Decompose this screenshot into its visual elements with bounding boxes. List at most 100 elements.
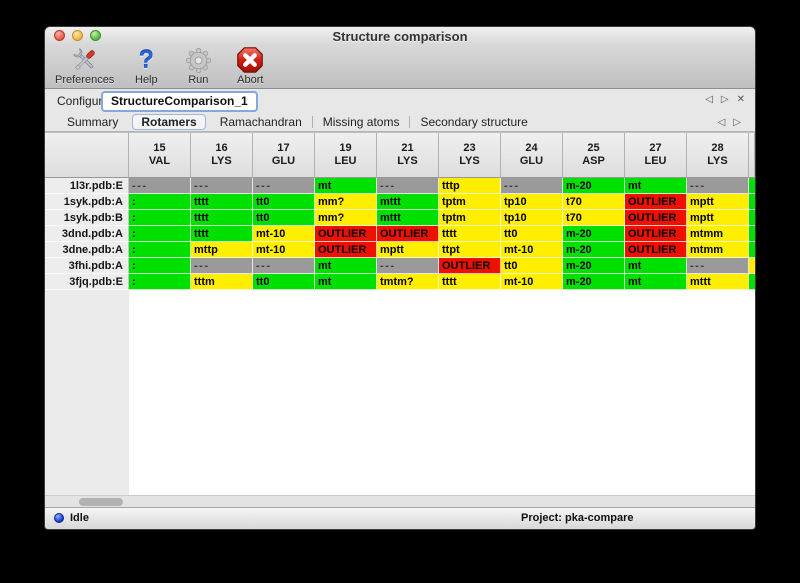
- scrollbar-thumb[interactable]: [79, 498, 123, 506]
- prev-instance-icon[interactable]: ◁: [705, 94, 713, 105]
- rotamer-cell[interactable]: mtmm: [687, 226, 749, 242]
- rotamer-cell[interactable]: tttt: [439, 274, 501, 290]
- rotamer-cell[interactable]: :: [129, 274, 191, 290]
- tab-ramachandran[interactable]: Ramachandran: [219, 115, 302, 129]
- rotamer-cell[interactable]: mptt: [377, 242, 439, 258]
- rotamer-cell[interactable]: tt0: [501, 226, 563, 242]
- rotamer-cell[interactable]: tp10: [501, 194, 563, 210]
- rotamer-cell[interactable]: mttt: [377, 194, 439, 210]
- rotamer-cell[interactable]: :: [129, 242, 191, 258]
- next-instance-icon[interactable]: ▷: [720, 94, 729, 105]
- rotamer-cell[interactable]: m-20: [563, 178, 625, 194]
- zoom-window-button[interactable]: [90, 30, 101, 41]
- tab-missing-atoms[interactable]: Missing atoms: [322, 115, 400, 129]
- rotamer-cell[interactable]: mm?: [315, 194, 377, 210]
- column-header[interactable]: 24 GLU: [501, 133, 563, 178]
- rotamer-cell[interactable]: mt-10: [501, 274, 563, 290]
- rotamer-cell[interactable]: mt: [625, 258, 687, 274]
- rotamer-cell[interactable]: ---: [687, 178, 749, 194]
- close-window-button[interactable]: [54, 30, 65, 41]
- rotamer-cell[interactable]: mt: [315, 274, 377, 290]
- rotamer-cell[interactable]: m-20: [563, 242, 625, 258]
- rotamer-cell[interactable]: tt0: [501, 258, 563, 274]
- rotamer-cell[interactable]: mttt: [687, 274, 749, 290]
- rotamer-cell[interactable]: mt-10: [253, 242, 315, 258]
- rotamer-cell[interactable]: mt: [625, 178, 687, 194]
- rotamer-cell[interactable]: tt0: [253, 194, 315, 210]
- row-label[interactable]: 3dnd.pdb:A: [45, 226, 129, 242]
- rotamer-cell[interactable]: t70: [563, 194, 625, 210]
- rotamer-cell[interactable]: :: [129, 258, 191, 274]
- horizontal-scrollbar[interactable]: [45, 495, 755, 508]
- tab-rotamers[interactable]: Rotamers: [132, 114, 206, 130]
- tab-secondary-structure[interactable]: Secondary structure: [420, 115, 528, 129]
- row-label[interactable]: 1syk.pdb:B: [45, 210, 129, 226]
- rotamer-cell[interactable]: OUTLIER: [625, 226, 687, 242]
- rotamer-cell[interactable]: m-20: [563, 258, 625, 274]
- abort-button[interactable]: Abort: [230, 44, 270, 86]
- close-instance-icon[interactable]: ✕: [736, 94, 745, 105]
- rotamer-cell[interactable]: tttp: [439, 178, 501, 194]
- rotamer-cell[interactable]: mtmm: [687, 242, 749, 258]
- column-header[interactable]: 19 LEU: [315, 133, 377, 178]
- rotamer-cell[interactable]: ---: [253, 258, 315, 274]
- rotamer-cell[interactable]: mptt: [687, 194, 749, 210]
- rotamer-cell[interactable]: :: [129, 194, 191, 210]
- rotamer-cell[interactable]: OUTLIER: [315, 226, 377, 242]
- rotamer-cell[interactable]: tttt: [191, 210, 253, 226]
- rotamer-cell[interactable]: m-20: [563, 274, 625, 290]
- column-header[interactable]: 28 LYS: [687, 133, 749, 178]
- rotamer-cell[interactable]: ---: [129, 178, 191, 194]
- rotamer-cell[interactable]: mm?: [315, 210, 377, 226]
- rotamer-cell[interactable]: tttt: [191, 194, 253, 210]
- rotamer-cell[interactable]: :: [129, 226, 191, 242]
- tab-summary[interactable]: Summary: [67, 115, 119, 129]
- row-label[interactable]: 3fhi.pdb:A: [45, 258, 129, 274]
- rotamer-cell[interactable]: t70: [563, 210, 625, 226]
- rotamer-cell[interactable]: OUTLIER: [315, 242, 377, 258]
- rotamer-cell[interactable]: ---: [253, 178, 315, 194]
- rotamer-cell[interactable]: ttpt: [439, 242, 501, 258]
- column-header[interactable]: 17 GLU: [253, 133, 315, 178]
- rotamer-cell[interactable]: ---: [191, 258, 253, 274]
- rotamer-cell[interactable]: OUTLIER: [625, 210, 687, 226]
- column-header[interactable]: 27 LEU: [625, 133, 687, 178]
- configure-instance-tab[interactable]: StructureComparison_1: [101, 91, 258, 112]
- rotamer-cell[interactable]: OUTLIER: [625, 242, 687, 258]
- column-header[interactable]: 21 LYS: [377, 133, 439, 178]
- rotamer-cell[interactable]: mt: [315, 258, 377, 274]
- rotamer-cell[interactable]: tttt: [191, 226, 253, 242]
- column-header[interactable]: 25 ASP: [563, 133, 625, 178]
- row-label[interactable]: 1syk.pdb:A: [45, 194, 129, 210]
- rotamer-cell[interactable]: m-20: [563, 226, 625, 242]
- rotamer-cell[interactable]: OUTLIER: [625, 194, 687, 210]
- rotamer-cell[interactable]: tp10: [501, 210, 563, 226]
- rotamer-cell[interactable]: tptm: [439, 210, 501, 226]
- rotamer-cell[interactable]: tttm: [191, 274, 253, 290]
- rotamer-cell[interactable]: mt-10: [253, 226, 315, 242]
- run-button[interactable]: Run: [178, 44, 218, 86]
- rotamer-cell[interactable]: tmtm?: [377, 274, 439, 290]
- rotamer-cell[interactable]: ---: [687, 258, 749, 274]
- minimize-window-button[interactable]: [72, 30, 83, 41]
- rotamer-cell[interactable]: tt0: [253, 274, 315, 290]
- rotamer-cell[interactable]: mttp: [191, 242, 253, 258]
- rotamer-cell[interactable]: tttt: [439, 226, 501, 242]
- rotamer-cell[interactable]: OUTLIER: [439, 258, 501, 274]
- rotamer-cell[interactable]: tt0: [253, 210, 315, 226]
- rotamer-cell[interactable]: ---: [191, 178, 253, 194]
- row-label[interactable]: 3fjq.pdb:E: [45, 274, 129, 290]
- help-button[interactable]: ? Help: [126, 44, 166, 86]
- rotamer-cell[interactable]: ---: [377, 178, 439, 194]
- preferences-button[interactable]: Preferences: [55, 44, 114, 86]
- rotamer-cell[interactable]: tptm: [439, 194, 501, 210]
- row-label[interactable]: 1l3r.pdb:E: [45, 178, 129, 194]
- rotamer-cell[interactable]: ---: [501, 178, 563, 194]
- rotamer-cell[interactable]: OUTLIER: [377, 226, 439, 242]
- column-header[interactable]: 15 VAL: [129, 133, 191, 178]
- rotamer-cell[interactable]: ---: [377, 258, 439, 274]
- prev-tab-icon[interactable]: ◁: [717, 117, 726, 128]
- rotamer-cell[interactable]: mptt: [687, 210, 749, 226]
- rotamer-cell[interactable]: :: [129, 210, 191, 226]
- rotamer-cell[interactable]: mt: [625, 274, 687, 290]
